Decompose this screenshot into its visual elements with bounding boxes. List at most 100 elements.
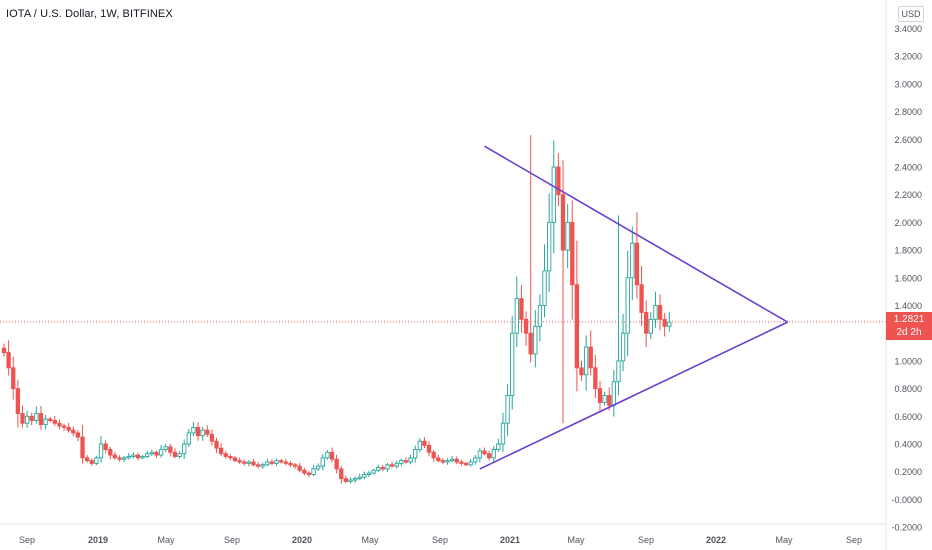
candle-body xyxy=(24,415,30,424)
x-tick-label: 2019 xyxy=(88,535,108,545)
time-axis[interactable]: Sep 2019 May Sep 2020 May Sep 2021 May Sep 2022 May… xyxy=(19,535,862,545)
y-tick-label: 0.4000 xyxy=(894,440,922,450)
upper-trendline[interactable] xyxy=(484,145,789,323)
bar-countdown: 2d 2h xyxy=(896,327,922,338)
candle-body xyxy=(334,458,339,470)
candle-body xyxy=(380,467,385,470)
y-tick-label: 1.0000 xyxy=(894,356,922,366)
x-tick-label: May xyxy=(775,535,793,545)
y-tick-label: 3.4000 xyxy=(894,24,922,34)
candle-body xyxy=(593,367,598,390)
x-tick-label: May xyxy=(157,535,175,545)
candle-body xyxy=(616,360,621,383)
candle-body xyxy=(547,221,552,272)
candle-body xyxy=(38,413,44,426)
candle-body xyxy=(385,464,390,470)
candle-body xyxy=(394,462,399,467)
candle-body xyxy=(242,461,247,464)
candle-body xyxy=(237,460,242,463)
candle-body xyxy=(459,461,464,464)
candle-body xyxy=(108,449,113,456)
candle-body xyxy=(602,395,607,403)
candle-body xyxy=(283,461,288,464)
candle-body xyxy=(177,453,182,457)
candle-body xyxy=(339,468,344,480)
candle-body xyxy=(85,457,90,462)
candle-body xyxy=(477,450,483,459)
candle-body xyxy=(510,332,515,396)
y-tick-label: 2.8000 xyxy=(894,107,922,117)
y-tick-label: 2.6000 xyxy=(894,135,922,145)
y-tick-label: 3.2000 xyxy=(894,52,922,62)
x-tick-label: Sep xyxy=(224,535,240,545)
candle-body xyxy=(112,454,118,459)
y-tick-label: 3.0000 xyxy=(894,79,922,89)
x-tick-label: May xyxy=(361,535,379,545)
candle-body xyxy=(57,422,62,427)
candle-body xyxy=(325,451,330,459)
candle-body xyxy=(158,449,164,456)
candle-body xyxy=(61,425,67,428)
last-price-label: 1.2821 2d 2h xyxy=(886,312,932,340)
lower-trendline[interactable] xyxy=(479,321,788,470)
candle-body xyxy=(542,270,547,306)
candle-body xyxy=(52,420,57,424)
candle-body xyxy=(611,381,616,406)
candle-body xyxy=(565,221,570,251)
candle-body xyxy=(473,457,478,463)
candle-body xyxy=(500,422,506,445)
candle-body xyxy=(570,221,575,286)
candle-body xyxy=(48,418,53,421)
candle-body xyxy=(362,474,367,478)
candle-body xyxy=(620,332,626,362)
candle-body xyxy=(306,472,312,475)
candle-body xyxy=(376,467,381,471)
candle-body xyxy=(29,415,34,421)
candle-body xyxy=(316,465,321,470)
candle-body xyxy=(320,457,325,467)
currency-button[interactable]: USD xyxy=(898,6,924,22)
candle-body xyxy=(454,458,459,463)
candle-body xyxy=(519,298,524,320)
candle-body xyxy=(644,311,649,334)
candle-body xyxy=(436,457,441,462)
candle-body xyxy=(228,456,233,459)
candlestick-series xyxy=(1,135,672,484)
candle-body xyxy=(357,476,362,480)
candle-body xyxy=(551,166,556,223)
price-axis[interactable]: 3.4000 3.2000 3.0000 2.8000 2.6000 2.4000 2.20… xyxy=(891,24,922,533)
candle-body xyxy=(94,457,99,464)
candle-body xyxy=(223,453,228,457)
candle-body xyxy=(413,449,418,459)
x-tick-label: May xyxy=(567,535,585,545)
candle-body xyxy=(579,367,584,376)
y-tick-label: 0.6000 xyxy=(894,412,922,422)
candle-body xyxy=(172,451,178,457)
candle-body xyxy=(1,347,7,354)
candle-body xyxy=(121,457,127,460)
candle-body xyxy=(103,443,108,450)
candle-body xyxy=(195,426,201,437)
candle-body xyxy=(168,446,173,453)
triangle-trendlines[interactable] xyxy=(479,145,789,470)
candle-body xyxy=(214,440,219,449)
candle-body xyxy=(311,468,316,475)
candle-body xyxy=(630,242,635,279)
candle-body xyxy=(431,451,436,459)
candle-body xyxy=(560,194,566,251)
candle-body xyxy=(422,440,427,446)
candle-body xyxy=(348,479,353,482)
x-tick-label: 2021 xyxy=(500,535,520,545)
candle-body xyxy=(486,453,492,459)
candle-body xyxy=(662,318,667,327)
candle-body xyxy=(145,453,150,457)
y-tick-label: 2.4000 xyxy=(894,163,922,173)
candle-body xyxy=(6,352,11,369)
y-tick-label: 1.4000 xyxy=(894,301,922,311)
candle-body xyxy=(232,457,238,462)
candle-body xyxy=(126,456,131,459)
candle-body xyxy=(149,451,154,455)
candle-body xyxy=(514,298,519,334)
candle-body xyxy=(329,451,335,460)
